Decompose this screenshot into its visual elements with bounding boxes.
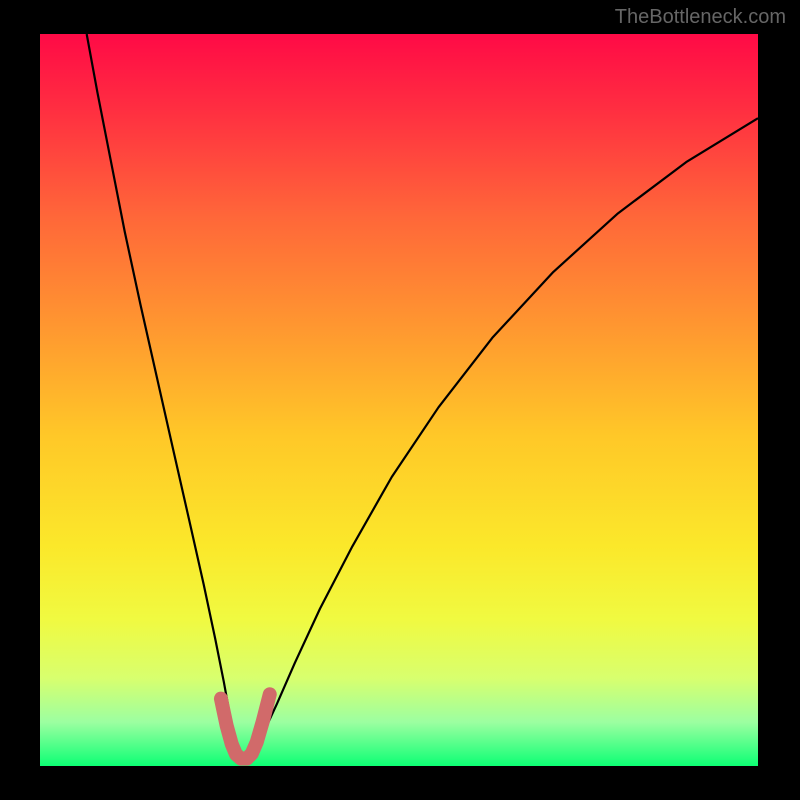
gradient-background [40, 34, 758, 766]
chart-container: TheBottleneck.com [0, 0, 800, 800]
chart-svg [40, 34, 758, 766]
plot-area [40, 34, 758, 766]
watermark-text: TheBottleneck.com [615, 6, 786, 29]
